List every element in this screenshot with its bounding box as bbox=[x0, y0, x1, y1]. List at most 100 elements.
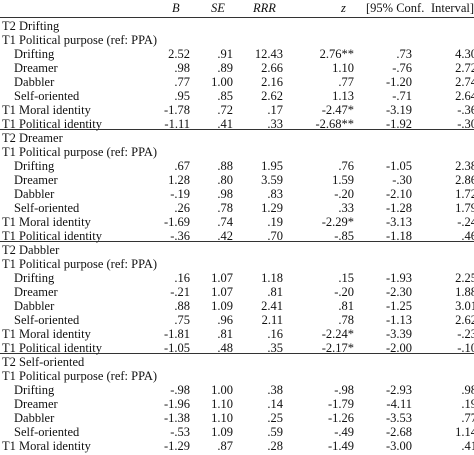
cell: -1.20 bbox=[385, 75, 412, 89]
cell: .87 bbox=[217, 439, 233, 453]
cell: 1.10 bbox=[211, 397, 233, 411]
cell: .42 bbox=[217, 229, 233, 243]
cell: 1.72 bbox=[455, 187, 474, 201]
cell: .81 bbox=[338, 299, 354, 313]
cell: .70 bbox=[267, 229, 283, 243]
cell: .77 bbox=[461, 411, 474, 425]
cell: 1.59 bbox=[332, 173, 354, 187]
cell: 1.10 bbox=[332, 61, 354, 75]
row-label: Dreamer bbox=[14, 61, 58, 75]
column-header: Interval] bbox=[431, 1, 474, 15]
row-label: T1 Moral identity bbox=[2, 215, 91, 229]
cell: .41 bbox=[217, 117, 233, 131]
cell: 1.18 bbox=[261, 271, 283, 285]
cell: 1.14 bbox=[455, 425, 474, 439]
cell: 2.76** bbox=[319, 47, 354, 61]
cell: 2.74 bbox=[455, 75, 474, 89]
cell: 2.64 bbox=[455, 89, 474, 103]
cell: .81 bbox=[267, 285, 283, 299]
cell: .42 bbox=[267, 453, 283, 455]
cell: -2.93 bbox=[385, 383, 412, 397]
cell: 1.00 bbox=[211, 75, 233, 89]
cell: .78 bbox=[338, 313, 354, 327]
cell: .89 bbox=[217, 61, 233, 75]
row-label: T1 Moral identity bbox=[2, 103, 91, 117]
cell: -2.00 bbox=[385, 341, 412, 355]
cell: -2.68 bbox=[385, 425, 412, 439]
cell: 2.62 bbox=[261, 89, 283, 103]
cell: .77 bbox=[174, 75, 190, 89]
cell: 1.09 bbox=[211, 425, 233, 439]
cell: -3.39 bbox=[385, 327, 412, 341]
cell: -1.84 bbox=[386, 453, 412, 455]
cell: -1.26 bbox=[327, 411, 354, 425]
cell: .95 bbox=[174, 89, 190, 103]
cell: -1.72 bbox=[328, 453, 354, 455]
cell: -2.47* bbox=[321, 103, 354, 117]
rule bbox=[0, 17, 474, 18]
cell: -.53 bbox=[170, 425, 190, 439]
cell: -3.19 bbox=[385, 103, 412, 117]
cell: .76 bbox=[338, 159, 354, 173]
cell: .15 bbox=[338, 271, 354, 285]
column-header: SE bbox=[211, 1, 225, 15]
cell: .48 bbox=[217, 341, 233, 355]
row-label: Dabbler bbox=[14, 75, 55, 89]
cell: -.19 bbox=[170, 187, 190, 201]
rule bbox=[0, 353, 474, 354]
row-label: Dreamer bbox=[14, 173, 58, 187]
cell: -1.05 bbox=[163, 341, 190, 355]
cell: .81 bbox=[217, 327, 233, 341]
cell: -.36 bbox=[170, 229, 190, 243]
section-title: T2 Self-oriented bbox=[2, 355, 85, 369]
cell: -3.13 bbox=[385, 215, 412, 229]
cell: .73 bbox=[396, 47, 412, 61]
cell: 2.86 bbox=[455, 173, 474, 187]
cell: 1.00 bbox=[211, 383, 233, 397]
cell: -2.24* bbox=[321, 327, 354, 341]
cell: .14 bbox=[267, 397, 283, 411]
cell: 1.28 bbox=[168, 173, 190, 187]
cell: -.98 bbox=[170, 383, 190, 397]
cell: .88 bbox=[217, 159, 233, 173]
cell: -.24 bbox=[457, 215, 474, 229]
cell: -.85 bbox=[334, 229, 354, 243]
cell: -4.11 bbox=[386, 397, 412, 411]
column-header: RRR bbox=[253, 1, 276, 15]
cell: -.30 bbox=[457, 117, 474, 131]
cell: -.20 bbox=[334, 187, 354, 201]
row-label: Dabbler bbox=[14, 299, 55, 313]
cell: 1.95 bbox=[261, 159, 283, 173]
cell: -1.49 bbox=[327, 439, 354, 453]
cell: .19 bbox=[461, 397, 474, 411]
column-header: [95% Conf. bbox=[366, 1, 425, 15]
cell: -1.38 bbox=[163, 411, 190, 425]
group-label: T1 Political purpose (ref: PPA) bbox=[2, 33, 158, 47]
cell: 1.88 bbox=[455, 285, 474, 299]
cell: -1.79 bbox=[327, 397, 354, 411]
cell: -1.13 bbox=[385, 313, 412, 327]
cell: 1.07 bbox=[211, 285, 233, 299]
row-label: T1 Political identity bbox=[2, 117, 102, 131]
rule bbox=[0, 129, 474, 130]
cell: .85 bbox=[217, 89, 233, 103]
cell: 3.01 bbox=[455, 299, 474, 313]
row-label: Self-oriented bbox=[14, 201, 80, 215]
row-label: Dabbler bbox=[14, 411, 55, 425]
cell: .33 bbox=[267, 117, 283, 131]
cell: 3.59 bbox=[261, 173, 283, 187]
cell: -.30 bbox=[392, 173, 412, 187]
cell: 2.72 bbox=[455, 61, 474, 75]
cell: 1.09 bbox=[211, 299, 233, 313]
cell: .35 bbox=[267, 341, 283, 355]
section-title: T2 Dreamer bbox=[2, 131, 63, 145]
cell: .17 bbox=[267, 103, 283, 117]
cell: -2.30 bbox=[385, 285, 412, 299]
cell: 1.10 bbox=[211, 411, 233, 425]
row-label: Drifting bbox=[14, 383, 55, 397]
row-label: Self-oriented bbox=[14, 425, 80, 439]
cell: -.76 bbox=[392, 61, 412, 75]
row-label: T1 Political identity bbox=[2, 341, 102, 355]
cell: .77 bbox=[338, 75, 354, 89]
cell: .26 bbox=[174, 201, 190, 215]
